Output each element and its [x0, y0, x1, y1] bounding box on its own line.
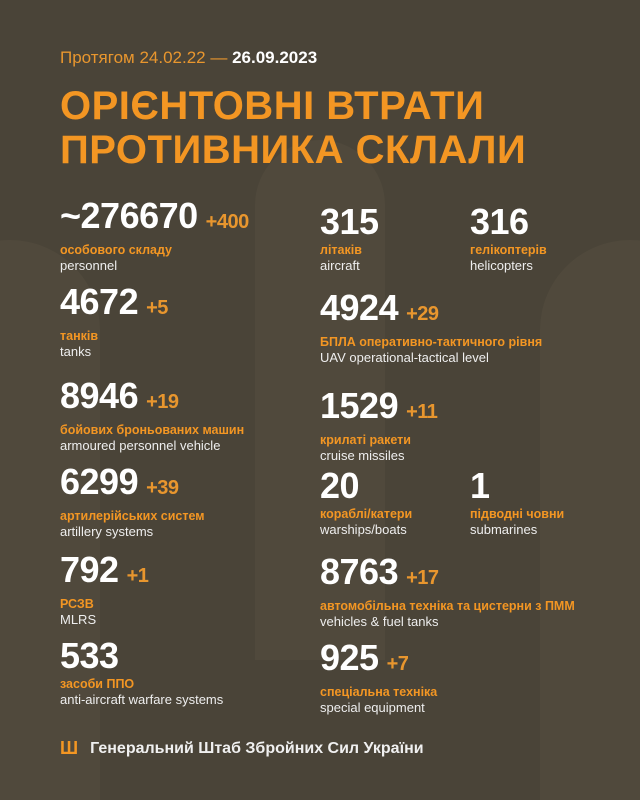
stat-number: 315 — [320, 201, 379, 242]
stat-label-en: vehicles & fuel tanks — [320, 614, 439, 629]
period-start: Протягом 24.02.22 — — [60, 48, 228, 67]
stat-anti-aircraft-warfare-systems: 533 засоби ППО anti-aircraft warfare sys… — [60, 638, 223, 708]
stat-label-uk: спеціальна техніка — [320, 685, 438, 699]
stat-number: 20 — [320, 465, 360, 506]
stat-value: 20 — [320, 468, 412, 504]
stat-number: 533 — [60, 635, 119, 676]
stat-submarines: 1 підводні човни submarines — [470, 468, 564, 538]
stat-value: 792 +1 — [60, 549, 149, 594]
stat-number: 4924 — [320, 287, 399, 328]
stat-number: 1 — [470, 465, 490, 506]
stat-label-uk: БПЛА оперативно-тактичного рівня — [320, 335, 543, 349]
stat-cruise-missiles: 1529 +11 крилаті ракети cruise missiles — [320, 385, 438, 464]
stat-artillery-systems: 6299 +39 артилерійських систем artillery … — [60, 464, 205, 540]
stat-delta: +1 — [126, 565, 149, 587]
stat-label-uk: гелікоптерів — [470, 243, 547, 257]
stat-delta: +17 — [406, 567, 439, 589]
stat-label-uk: засоби ППО — [60, 677, 135, 691]
title-line-1: ОРІЄНТОВНІ ВТРАТИ — [60, 84, 485, 128]
stat-aircraft: 315 літаків aircraft — [320, 204, 379, 274]
stat-mlrs: 792 +1 РСЗВ MLRS — [60, 549, 149, 628]
stat-value: 925 +7 — [320, 640, 437, 682]
stat-label-en: submarines — [470, 522, 538, 537]
stat-special-equipment: 925 +7 спеціальна техніка special equipme… — [320, 640, 437, 716]
stat-label-uk: РСЗВ — [60, 597, 94, 611]
stat-label-uk: бойових броньованих машин — [60, 423, 245, 437]
period-subtitle: Протягом 24.02.22 — 26.09.2023 — [60, 48, 317, 68]
stat-label-uk: артилерійських систем — [60, 509, 205, 523]
stat-value: 1529 +11 — [320, 385, 438, 430]
stat-label-en: tanks — [60, 344, 92, 359]
stat-delta: +39 — [146, 477, 179, 499]
stat-value: 1 — [470, 468, 564, 504]
stat-label-en: artillery systems — [60, 524, 154, 539]
stat-label-en: aircraft — [320, 258, 360, 273]
stat-number: 925 — [320, 637, 379, 678]
stat-delta: +29 — [406, 303, 439, 325]
stat-number: 316 — [470, 201, 529, 242]
stat-label-en: UAV operational-tactical level — [320, 350, 489, 365]
stat-label-uk: автомобільна техніка та цистерни з ПММ — [320, 599, 575, 613]
stat-armoured-personnel-vehicle: 8946 +19 бойових броньованих машин armour… — [60, 378, 244, 454]
stat-label-en: armoured personnel vehicle — [60, 438, 221, 453]
footer: Ш Генеральний Штаб Збройних Сил України — [60, 738, 424, 759]
stat-uav-operational-tactical-level: 4924 +29 БПЛА оперативно-тактичного рівня… — [320, 290, 542, 366]
stat-label-en: cruise missiles — [320, 448, 405, 463]
stat-value: 315 — [320, 204, 379, 240]
stat-number: 792 — [60, 549, 119, 590]
stat-value: 533 — [60, 638, 223, 674]
stat-delta: +5 — [146, 297, 168, 319]
stat-label-en: MLRS — [60, 612, 97, 627]
stat-value: 6299 +39 — [60, 464, 205, 506]
stat-helicopters: 316 гелікоптерів helicopters — [470, 204, 547, 274]
stat-vehicles-fuel-tanks: 8763 +17 автомобільна техніка та цистерни… — [320, 554, 575, 630]
stat-label-uk: крилаті ракети — [320, 433, 411, 447]
stat-label-uk: літаків — [320, 243, 362, 257]
trident-icon: Ш — [60, 738, 79, 758]
stat-number: 1529 — [320, 385, 399, 426]
stat-delta: +11 — [406, 401, 438, 423]
stat-label-uk: кораблі/катери — [320, 507, 413, 521]
footer-text: Генеральний Штаб Збройних Сил України — [90, 739, 424, 757]
stat-number: 4672 — [60, 281, 139, 322]
stat-value: 8763 +17 — [320, 554, 575, 596]
stat-number: 8946 — [60, 375, 139, 416]
stat-tanks: 4672 +5 танків tanks — [60, 284, 168, 360]
stat-delta: +7 — [386, 653, 409, 675]
stat-number: ~276670 — [60, 195, 198, 236]
stat-label-en: warships/boats — [320, 522, 407, 537]
stat-label-en: anti-aircraft warfare systems — [60, 692, 224, 707]
stat-value: ~276670 +400 — [60, 198, 249, 240]
stat-delta: +19 — [146, 391, 179, 413]
stat-value: 4672 +5 — [60, 284, 168, 326]
stat-number: 8763 — [320, 551, 399, 592]
page-title: ОРІЄНТОВНІ ВТРАТИ ПРОТИВНИКА СКЛАЛИ — [60, 84, 526, 172]
stat-value: 316 — [470, 204, 547, 240]
stat-warships-boats: 20 кораблі/катери warships/boats — [320, 468, 412, 538]
title-line-2: ПРОТИВНИКА СКЛАЛИ — [60, 128, 527, 172]
stat-label-uk: особового складу — [60, 243, 173, 257]
stat-number: 6299 — [60, 461, 139, 502]
stat-delta: +400 — [205, 211, 250, 233]
stat-label-en: special equipment — [320, 700, 425, 715]
stat-personnel: ~276670 +400 особового складу personnel — [60, 198, 249, 274]
stat-label-en: helicopters — [470, 258, 533, 273]
stat-value: 4924 +29 — [320, 290, 542, 332]
stat-label-en: personnel — [60, 258, 118, 273]
stat-label-uk: підводні човни — [470, 507, 565, 521]
stat-value: 8946 +19 — [60, 378, 244, 420]
stat-label-uk: танків — [60, 329, 99, 343]
period-end: 26.09.2023 — [232, 48, 318, 67]
